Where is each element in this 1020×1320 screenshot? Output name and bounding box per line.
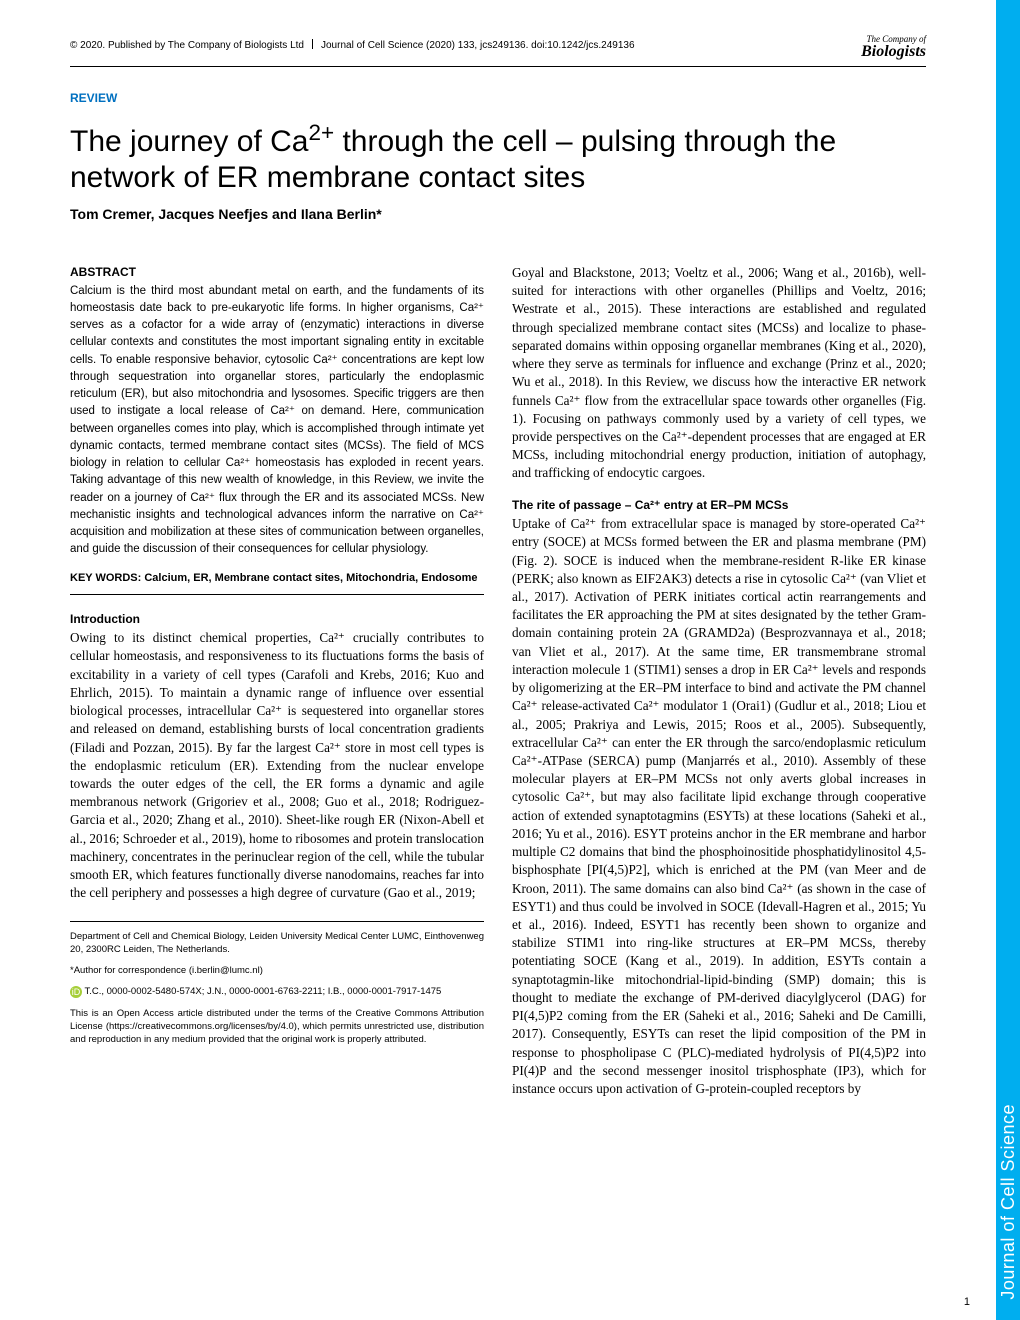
rite-text: Uptake of Ca²⁺ from extracellular space … xyxy=(512,515,926,1098)
title-pre: The journey of Ca xyxy=(70,125,308,158)
article-title: The journey of Ca2+ through the cell – p… xyxy=(70,119,926,196)
keywords: KEY WORDS: Calcium, ER, Membrane contact… xyxy=(70,571,484,595)
right-top-text: Goyal and Blackstone, 2013; Voeltz et al… xyxy=(512,264,926,483)
logo-line-2: Biologists xyxy=(861,44,926,60)
rite-heading: The rite of passage – Ca²⁺ entry at ER–P… xyxy=(512,497,926,514)
side-tab-text: Journal of Cell Science xyxy=(998,1104,1019,1300)
header-left: © 2020. Published by The Company of Biol… xyxy=(70,35,635,53)
right-column: Goyal and Blackstone, 2013; Voeltz et al… xyxy=(512,264,926,1098)
journal-side-tab: Journal of Cell Science xyxy=(996,0,1020,1320)
license-text: This is an Open Access article distribut… xyxy=(70,1007,484,1047)
orcid-icon: iD xyxy=(70,986,82,998)
two-column-layout: ABSTRACT Calcium is the third most abund… xyxy=(70,264,926,1098)
left-column: ABSTRACT Calcium is the third most abund… xyxy=(70,264,484,1098)
page-content: © 2020. Published by The Company of Biol… xyxy=(0,0,996,1128)
affiliation-text: Department of Cell and Chemical Biology,… xyxy=(70,930,484,957)
abstract-text: Calcium is the third most abundant metal… xyxy=(70,283,484,559)
affiliation-block: Department of Cell and Chemical Biology,… xyxy=(70,921,484,1047)
page-number: 1 xyxy=(964,1296,970,1308)
introduction-heading: Introduction xyxy=(70,611,484,628)
introduction-text: Owing to its distinct chemical propertie… xyxy=(70,629,484,902)
copyright-text: © 2020. Published by The Company of Biol… xyxy=(70,40,304,51)
orcid-line: iD T.C., 0000-0002-5480-574X; J.N., 0000… xyxy=(70,985,484,998)
header-row: © 2020. Published by The Company of Biol… xyxy=(70,35,926,67)
author-list: Tom Cremer, Jacques Neefjes and Ilana Be… xyxy=(70,206,926,222)
section-label: REVIEW xyxy=(70,91,926,105)
journal-info: Journal of Cell Science (2020) 133, jcs2… xyxy=(321,40,635,51)
publisher-logo: The Company of Biologists xyxy=(861,35,926,60)
abstract-heading: ABSTRACT xyxy=(70,264,484,281)
separator-bar xyxy=(312,39,313,49)
orcid-ids: T.C., 0000-0002-5480-574X; J.N., 0000-00… xyxy=(84,986,441,997)
correspondence-text: *Author for correspondence (i.berlin@lum… xyxy=(70,964,484,977)
